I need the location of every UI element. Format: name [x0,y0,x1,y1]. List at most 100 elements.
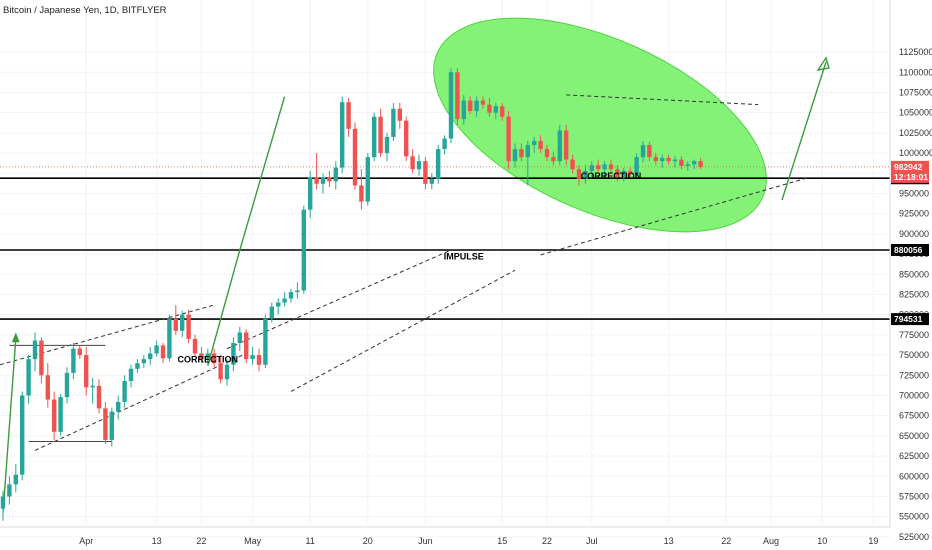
candle-body [596,165,601,170]
price-level-label: 880056 [894,245,923,255]
candle-body [429,178,434,184]
y-tick-label: 650000 [899,431,929,441]
candle-body [84,355,89,388]
candle-body [628,170,633,175]
candle-body [352,128,358,186]
annotation-label: IMPULSE [444,252,484,262]
candle-body [154,345,159,354]
correction-ellipse [433,17,767,233]
candle-body [327,177,332,182]
candle-body [346,102,351,129]
candle-body [404,120,409,157]
x-axis[interactable]: Apr 13 22 May 11 20 Jun 15 22 Jul 13 22 Aug 10 19 [0,526,890,546]
candle-body [199,353,204,360]
x-tick-label: Jun [418,536,433,546]
candle-body [666,157,671,162]
candle-body [442,138,447,150]
candle-body [564,130,569,160]
candle-body [7,484,12,497]
candle-body [698,161,703,167]
candle-body [160,345,166,359]
candle-body [372,116,377,158]
annotations: CORRECTIONIMPULSECORRECTIONCORRECTION [178,171,642,364]
candle-body [192,338,198,354]
y-tick-label: 675000 [899,411,929,421]
x-tick-label: May [244,536,262,546]
y-tick-label: 575000 [899,491,929,501]
y-tick-label: 1100000 [899,67,932,77]
y-tick-label: 850000 [899,269,929,279]
y-axis[interactable]: 525000 550000 575000 600000 625000 650000 6750… [889,0,932,542]
candle-body [282,298,287,303]
candle-body [480,100,486,105]
candle-body [103,408,108,440]
x-tick-label: 13 [664,536,674,546]
y-tick-label: 1075000 [899,87,932,97]
candle-body [276,302,281,307]
y-tick-label: 1050000 [899,108,932,118]
candles [0,68,703,521]
candle-body [116,401,121,412]
candle-body [544,149,550,158]
y-tick-label: 1000000 [899,148,932,158]
candle-body [109,411,114,440]
chart-title: Bitcoin / Japanese Yen, 1D, BITFLYER [3,5,167,16]
candle-body [384,136,390,154]
candle-body [218,363,223,380]
candle-body [512,149,518,162]
candle-body [301,209,306,291]
candle-body [416,161,422,170]
candle-body [461,100,466,120]
candle-body [186,314,191,339]
candle-body [173,318,178,331]
candle-body [634,157,639,175]
candle-body [685,164,690,167]
candle-body [308,177,313,210]
candle-body [314,177,319,184]
y-tick-label: 925000 [899,209,929,219]
y-tick-label: 1025000 [899,128,932,138]
price-levels [0,166,890,320]
candle-body [263,318,268,365]
candle-body [378,116,383,154]
candle-body [468,100,473,112]
candle-body [576,169,582,179]
candle-body [135,363,140,369]
candle-body [295,290,300,293]
y-tick-label: 1125000 [899,47,932,57]
countdown-label: 12:18:01 [894,172,928,182]
candle-body [359,185,364,202]
candle-body [679,159,684,167]
wave-line-1 [2,338,17,513]
candle-body [52,399,57,432]
y-tick-label: 625000 [899,451,929,461]
candle-body [0,496,6,509]
candle-body [71,348,76,373]
candle-body [77,348,82,356]
trend-drawings [0,56,830,513]
projection-arrow [781,61,827,201]
candle-body [320,177,326,184]
x-tick-label: Apr [79,536,93,546]
candle-body [26,359,31,396]
candle-body [589,165,594,171]
candle-body [39,340,44,376]
y-tick-label: 525000 [899,532,929,542]
y-tick-label: 550000 [899,512,929,522]
impulse-channel-upper [226,249,452,350]
candle-body [557,130,562,162]
y-tick-label: 750000 [899,350,929,360]
candle-body [141,359,146,364]
candle-body [436,149,441,179]
candle-body [410,156,415,170]
candle-body [64,372,70,398]
annotation-label: CORRECTION [178,354,239,364]
candle-body [20,395,25,475]
candle-body [621,170,626,178]
candle-body [500,106,505,117]
candle-body [525,145,530,158]
candle-body [288,292,294,299]
y-tick-label: 900000 [899,229,929,239]
candle-body [487,104,492,113]
